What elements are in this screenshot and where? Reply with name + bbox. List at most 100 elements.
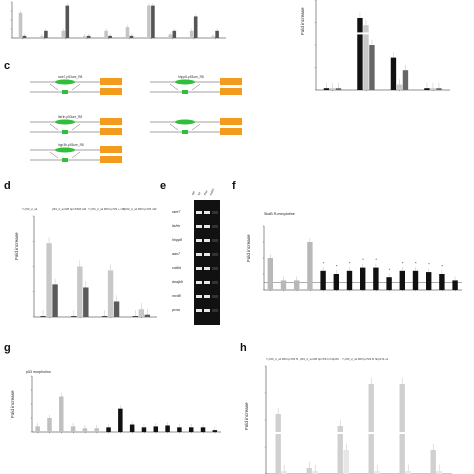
legend-d-2: p53_2_wt R8 hpi 5/6/8 mR: [52, 207, 87, 211]
bar-1-5: [104, 30, 108, 38]
gel-band: [212, 239, 218, 242]
bar-1-2: [71, 316, 77, 317]
bar-2-2: [312, 471, 318, 474]
construct-1: [30, 78, 122, 95]
significance-star: *: [375, 257, 377, 262]
bar-1-8: [118, 408, 123, 432]
schematic-c: [30, 78, 242, 163]
gel-band: [196, 295, 202, 298]
chart-h: [264, 365, 452, 474]
axis-break: [275, 432, 282, 434]
gel-band: [204, 211, 210, 214]
bar-1-1: [275, 414, 281, 474]
panel-letter-c: c: [4, 60, 11, 72]
chart-a: [10, 1, 226, 40]
bar-1-11: [399, 270, 405, 290]
schematic-label-4: hpp3b-p53ure_R8: [58, 143, 84, 147]
gel-band: [212, 309, 218, 312]
schematic-label-2: hhpp8-p53ure_R8: [178, 75, 204, 79]
gel-band: [204, 239, 210, 242]
gel-band: [212, 267, 218, 270]
bar-1-3: [294, 280, 300, 290]
gel-header-1: ctrl: [190, 190, 196, 196]
bar-1-14: [188, 427, 194, 432]
bar-1-7: [346, 270, 353, 290]
bar-1-1: [323, 88, 330, 90]
ylabel-f: Fold increase: [246, 234, 251, 262]
bar-2-3: [107, 270, 114, 317]
bar-1-10: [211, 36, 215, 38]
panel-letter-d: d: [4, 180, 11, 192]
bar-1-3: [337, 426, 343, 474]
gel-band: [212, 281, 218, 284]
bar-1-5: [399, 384, 405, 474]
gel-band: [196, 211, 202, 214]
bar-2-1: [329, 88, 336, 90]
bar-1-7: [106, 427, 111, 432]
bar-2-2: [77, 266, 83, 317]
bar-3-3: [402, 70, 409, 90]
significance-star: *: [389, 267, 391, 272]
gel-band: [204, 267, 210, 270]
bar-1-4: [368, 384, 374, 474]
bar-1-15: [200, 427, 206, 432]
bar-1-2: [47, 418, 52, 432]
subtitle-f: SkaB R-mecytotine: [264, 212, 295, 216]
bar-3-1: [52, 284, 58, 317]
bar-1-4: [424, 88, 430, 90]
legend-d-1: Y p53_2_wt: [22, 207, 38, 211]
bar-2-1: [22, 35, 27, 38]
gel-band: [196, 281, 202, 284]
bar-1-1: [40, 316, 46, 317]
panel-letter-e: e: [160, 180, 167, 192]
significance-star: *: [336, 264, 338, 269]
bar-2-2: [44, 30, 48, 38]
bar-2-4: [430, 88, 436, 90]
gel-band: [204, 309, 210, 312]
bar-1-6: [125, 27, 130, 38]
bar-2-1: [281, 471, 287, 474]
bar-1-13: [426, 272, 432, 290]
significance-star: *: [441, 264, 443, 269]
chart-g: [30, 375, 221, 434]
gel-band: [196, 239, 202, 242]
bar-1-3: [59, 396, 64, 432]
bar-2-8: [172, 30, 177, 38]
bar-3-2: [83, 287, 89, 317]
bar-2-4: [86, 35, 91, 38]
bar-1-10: [141, 427, 147, 432]
gel-row-label: pcna: [172, 308, 180, 312]
construct-2: [150, 78, 242, 95]
panel-letter-h: h: [240, 342, 247, 354]
ylabel-h: Fold increase: [244, 402, 249, 430]
bar-1-14: [439, 274, 445, 290]
gel-row-label: hhpp8: [172, 238, 182, 242]
gel-band: [212, 211, 218, 214]
bar-2-3: [396, 84, 403, 90]
gel-band: [196, 253, 202, 256]
gel-header-3: mut: [202, 189, 209, 196]
bar-2-6: [129, 35, 134, 38]
ylabel-b: Fold increase: [300, 7, 305, 35]
bar-1-4: [70, 426, 76, 432]
significance-star: *: [323, 260, 325, 265]
bar-1-4: [82, 36, 87, 38]
bar-1-1: [18, 12, 23, 39]
gel-band: [212, 295, 218, 298]
bar-1-9: [373, 267, 379, 290]
bar-1-11: [153, 426, 159, 432]
gel-row-label: mcd8: [172, 294, 181, 298]
ylabel-g: Fold increase: [10, 390, 15, 418]
bar-1-16: [212, 430, 218, 432]
gel-band: [196, 267, 202, 270]
bar-1-10: [386, 277, 392, 290]
significance-star: *: [349, 260, 351, 265]
bar-3-2: [369, 45, 375, 90]
gel-header-2: wt: [196, 191, 202, 196]
bar-1-5: [82, 428, 88, 432]
chart-d: [32, 215, 157, 319]
bar-1-1: [267, 258, 273, 290]
gel-row-label: dnajb9: [172, 280, 183, 284]
bar-2-5: [108, 35, 112, 38]
legend-h-1: Y p53_2_wt R8 hpi 5/6 N: [266, 357, 299, 361]
